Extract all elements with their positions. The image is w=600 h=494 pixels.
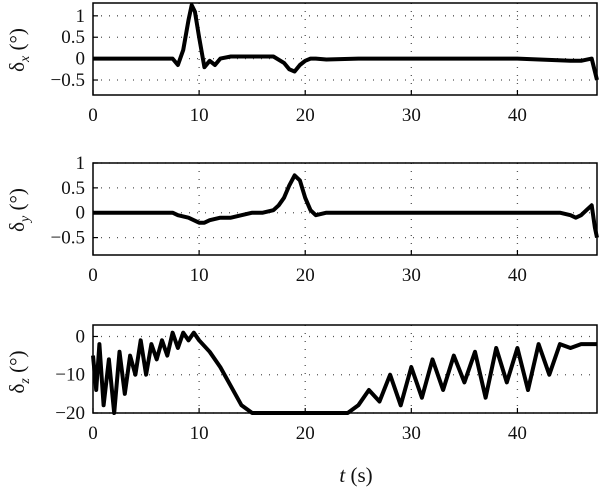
delta-y-series-line <box>93 173 599 239</box>
delta-z-y-tick-label: −20 <box>55 403 85 424</box>
delta-z-x-tick-label: 40 <box>508 423 527 444</box>
delta-x-x-tick-label: 10 <box>190 105 209 126</box>
delta-y-x-tick-label: 30 <box>402 265 421 286</box>
panel-delta-y: δy (°) 0 10 20 30 40−0.500.51 <box>5 153 599 286</box>
delta-x-y-tick-label: 0.5 <box>61 27 85 48</box>
delta-y-axes-frame <box>92 162 598 256</box>
delta-z-axes-frame <box>92 324 598 414</box>
delta-x-y-tick-label: −0.5 <box>51 70 85 91</box>
delta-y-x-tick-label: 0 <box>88 265 98 286</box>
panel-delta-y-y-axis-label: δy (°) <box>5 188 33 232</box>
delta-x-y-tick-label: 0 <box>76 49 86 70</box>
panel-delta-z: δz (°) t (s) 0 10 20 30 40 −20 −10 0 <box>5 324 598 487</box>
delta-y-y-tick-label: 1 <box>76 153 86 174</box>
delta-z-x-tick-label: 10 <box>190 423 209 444</box>
x-axis-label: t (s) <box>339 463 372 487</box>
panel-delta-x: δx (°) 0 10 20 30 40−0.500.51 <box>5 2 599 126</box>
panel-delta-z-y-axis-label: δz (°) <box>5 350 33 393</box>
delta-z-x-tick-label: 30 <box>402 423 421 444</box>
delta-x-x-tick-label: 20 <box>296 105 315 126</box>
delta-y-y-tick-label: −0.5 <box>51 228 85 249</box>
panel-delta-x-y-axis-label: δx (°) <box>5 28 33 72</box>
delta-z-y-tick-label: 0 <box>76 326 86 347</box>
delta-z-y-tick-label: −10 <box>55 365 85 386</box>
delta-z-x-tick-label: 20 <box>296 423 315 444</box>
delta-y-y-tick-label: 0 <box>76 203 86 224</box>
delta-x-series-line <box>93 3 599 81</box>
delta-x-axes-frame <box>92 2 598 96</box>
delta-z-series-line <box>91 330 597 415</box>
delta-x-x-tick-label: 30 <box>402 105 421 126</box>
delta-x-x-tick-label: 0 <box>88 105 98 126</box>
delta-y-x-tick-label: 20 <box>296 265 315 286</box>
delta-z-x-tick-label: 0 <box>88 423 98 444</box>
delta-y-x-tick-label: 10 <box>190 265 209 286</box>
delta-y-x-tick-label: 40 <box>508 265 527 286</box>
delta-x-x-tick-label: 40 <box>508 105 527 126</box>
delta-y-y-tick-label: 0.5 <box>61 178 85 199</box>
delta-x-y-tick-label: 1 <box>76 6 86 27</box>
